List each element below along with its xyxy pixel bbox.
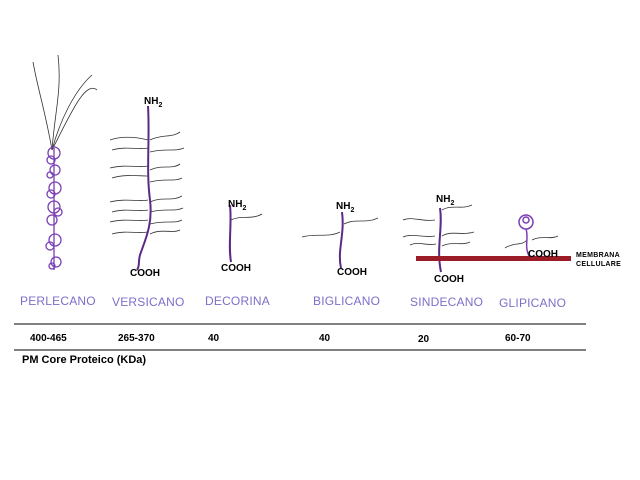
sindecano-cooh-label: COOH — [434, 274, 464, 285]
name-decorina: DECORINA — [205, 294, 270, 308]
glipicano-core-protein — [518, 214, 534, 257]
versicano-glycan-chains — [109, 131, 185, 235]
decorina-nh2-label: NH2 — [228, 199, 247, 212]
table-caption: PM Core Proteico (KDa) — [22, 354, 147, 366]
sindecano-core-protein — [438, 207, 442, 273]
perlecano-core-protein — [45, 146, 63, 270]
versicano-core-protein — [136, 105, 152, 271]
sindecano-glycan-chains — [402, 204, 475, 247]
name-biglicano: BIGLICANO — [313, 294, 381, 308]
versicano-nh2-label: NH2 — [144, 96, 163, 109]
name-sindecano: SINDECANO — [410, 295, 484, 309]
mass-decorina: 40 — [208, 333, 220, 344]
decorina-core-protein — [228, 204, 232, 263]
membrane-label: MEMBRANA CELLULARE — [576, 252, 622, 268]
name-perlecano: PERLECANO — [20, 294, 96, 308]
mass-perlecano: 400-465 — [30, 333, 67, 344]
perlecano-glycan-chains — [32, 54, 98, 151]
glipicano-cooh-label: COOH — [528, 249, 558, 260]
mass-sindecano: 20 — [418, 334, 430, 345]
glipicano-glycan-chains — [504, 235, 559, 249]
mass-versicano: 265-370 — [118, 333, 155, 344]
name-glipicano: GLIPICANO — [499, 296, 567, 310]
versicano-cooh-label: COOH — [130, 268, 160, 279]
biglicano-cooh-label: COOH — [337, 267, 367, 278]
biglicano-core-protein — [338, 211, 344, 269]
sindecano-nh2-label: NH2 — [436, 194, 455, 207]
decorina-cooh-label: COOH — [221, 263, 251, 274]
name-versicano: VERSICANO — [112, 295, 185, 309]
biglicano-glycan-chains — [301, 217, 379, 238]
cell-membrane — [416, 256, 571, 261]
decorina-glycan-chain — [230, 213, 263, 221]
biglicano-nh2-label: NH2 — [336, 201, 355, 214]
mass-biglicano: 40 — [319, 333, 331, 344]
mass-glipicano: 60-70 — [505, 333, 531, 344]
